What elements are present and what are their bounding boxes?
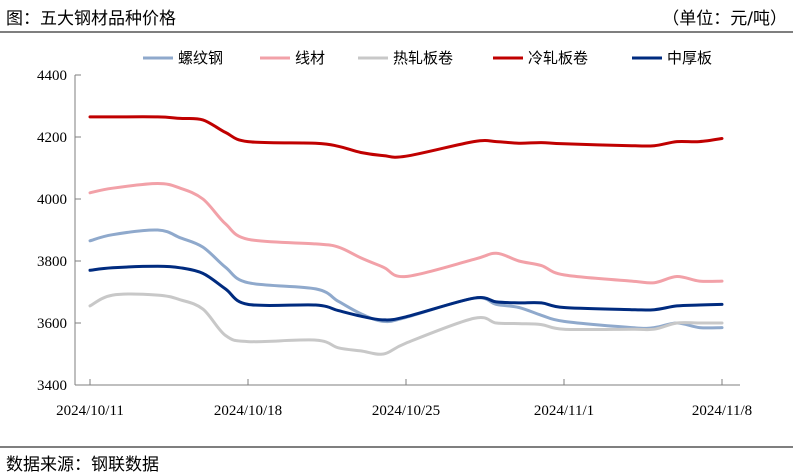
legend-label: 中厚板 (667, 49, 712, 67)
x-tick-label: 2024/10/11 (56, 403, 124, 419)
y-tick-label: 3800 (37, 254, 67, 270)
top-rule (0, 31, 793, 33)
line-chart: 螺纹钢 线材 热轧板卷 冷轧板卷 中厚板 3400 3600 3800 4000 4200 440… (37, 49, 752, 419)
legend-item: 螺纹钢 (143, 49, 223, 67)
series-line (88, 228, 724, 330)
chart-title: 图：五大钢材品种价格 (6, 9, 176, 29)
y-tick-label: 4200 (37, 130, 67, 146)
series-line (88, 264, 724, 322)
y-tick-label: 3600 (37, 316, 67, 332)
legend-label: 冷轧板卷 (528, 49, 588, 67)
series-lines (88, 115, 724, 356)
series-line (88, 182, 724, 285)
source-note: 数据来源：钢联数据 (6, 455, 159, 475)
y-tick-label: 3400 (37, 378, 67, 394)
x-tick-label: 2024/11/1 (534, 403, 594, 419)
unit-label: （单位：元/吨） (662, 9, 787, 29)
x-axis: 2024/10/11 2024/10/18 2024/10/25 2024/11/1 2… (56, 379, 752, 419)
legend-label: 螺纹钢 (178, 49, 223, 67)
legend-item: 热轧板卷 (358, 49, 453, 67)
y-tick-label: 4400 (37, 68, 67, 84)
legend-item: 中厚板 (632, 49, 712, 67)
chart-header: 图：五大钢材品种价格 （单位：元/吨） (0, 0, 793, 30)
x-tick-label: 2024/10/25 (372, 403, 440, 419)
legend-label: 热轧板卷 (393, 49, 453, 67)
legend-label: 线材 (295, 49, 325, 67)
y-tick-label: 4000 (37, 192, 67, 208)
legend-item: 线材 (260, 49, 325, 67)
x-tick-label: 2024/10/18 (214, 403, 282, 419)
x-tick-label: 2024/11/8 (692, 403, 752, 419)
bottom-rule (0, 446, 793, 448)
y-axis: 3400 3600 3800 4000 4200 4400 (37, 68, 81, 394)
series-line (88, 115, 724, 159)
series-line (88, 292, 724, 356)
chart-legend: 螺纹钢 线材 热轧板卷 冷轧板卷 中厚板 (143, 49, 712, 67)
legend-item: 冷轧板卷 (493, 49, 588, 67)
